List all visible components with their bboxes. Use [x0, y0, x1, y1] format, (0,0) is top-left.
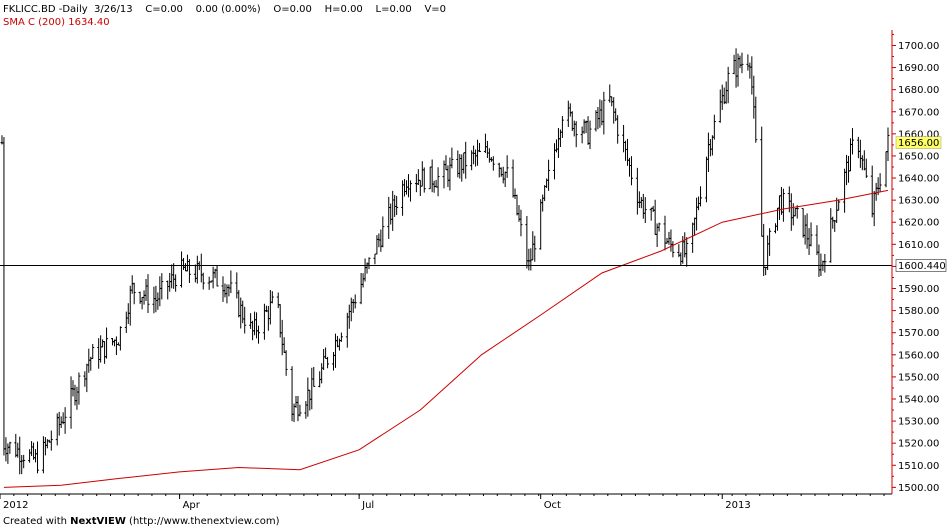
y-tick-label: 1540.00 — [898, 394, 939, 405]
sma-legend: SMA C (200) 1634.40 — [3, 17, 110, 28]
last-price-label: 1656.00 — [898, 138, 939, 149]
y-tick-label: 1620.00 — [898, 218, 939, 229]
symbol: FKLICC.BD — [3, 4, 56, 15]
chart-header: FKLICC.BD -Daily 3/26/13 C=0.00 0.00 (0.… — [3, 3, 446, 29]
volume-value: V=0 — [424, 4, 447, 15]
y-tick-label: 1590.00 — [898, 284, 939, 295]
low-value: L=0.00 — [375, 4, 412, 15]
y-tick-label: 1690.00 — [898, 63, 939, 74]
sma-line — [3, 189, 889, 488]
quote-line: FKLICC.BD -Daily 3/26/13 C=0.00 0.00 (0.… — [3, 3, 446, 16]
quote-date: 3/26/13 — [94, 4, 133, 15]
y-tick-label: 1550.00 — [898, 372, 939, 383]
open-value: O=0.00 — [273, 4, 312, 15]
y-tick-label: 1530.00 — [898, 417, 939, 428]
high-value: H=0.00 — [324, 4, 363, 15]
y-tick-label: 1510.00 — [898, 461, 939, 472]
x-tick-label: Jul — [361, 500, 374, 511]
period: -Daily — [58, 4, 88, 15]
x-tick-label: Apr — [183, 500, 201, 511]
price-labels: 1656.00 1600.440 — [895, 136, 947, 272]
y-axis: 1500.00 1510.00 1520.00 1530.00 1540.00 1550.… — [892, 33, 939, 494]
footer-credit: Created with NextVIEW (http://www.thenex… — [3, 516, 280, 527]
y-tick-label: 1700.00 — [898, 41, 939, 52]
close-value: C=0.00 — [145, 4, 183, 15]
change-value: 0.00 (0.00%) — [195, 4, 261, 15]
y-tick-label: 1650.00 — [898, 151, 939, 162]
price-chart[interactable]: 2012 Apr Jul Oct 2013 1500.001510.001520.001… — [0, 0, 951, 516]
y-tick-label: 1570.00 — [898, 328, 939, 339]
y-tick-label: 1610.00 — [898, 240, 939, 251]
y-tick-label: 1640.00 — [898, 174, 939, 185]
y-tick-label: 1630.00 — [898, 196, 939, 207]
x-tick-label: 2013 — [725, 500, 750, 511]
brand-next: Next — [70, 516, 97, 527]
y-tick-label: 1680.00 — [898, 85, 939, 96]
x-axis: 2012 Apr Jul Oct 2013 — [0, 494, 885, 511]
y-tick-label: 1520.00 — [898, 439, 939, 450]
price-bars — [0, 48, 890, 475]
footer-prefix: Created with — [3, 516, 71, 527]
last-price-box — [895, 136, 942, 149]
y-tick-label: 1580.00 — [898, 306, 939, 317]
footer-url: (http://www.thenextview.com) — [125, 516, 280, 527]
hline-value-box — [895, 259, 947, 272]
y-tick-label: 1670.00 — [898, 107, 939, 118]
x-tick-label: 2012 — [3, 500, 28, 511]
hline-value-label: 1600.440 — [898, 261, 946, 272]
y-tick-label: 1560.00 — [898, 350, 939, 361]
y-tick-label: 1660.00 — [898, 129, 939, 140]
y-tick-label: 1500.00 — [898, 483, 939, 494]
brand-view: VIEW — [96, 516, 126, 527]
x-tick-label: Oct — [544, 500, 561, 511]
